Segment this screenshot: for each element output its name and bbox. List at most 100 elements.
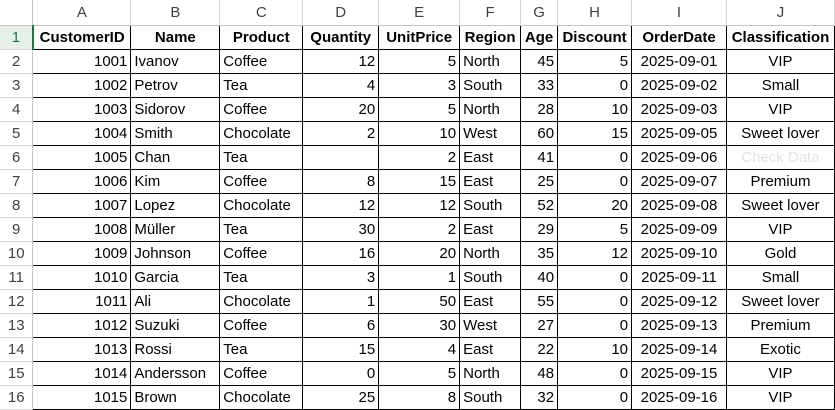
cell-g14[interactable]: 22 — [520, 336, 559, 362]
cell-a4[interactable]: 1003 — [32, 96, 132, 122]
header-cell-name[interactable]: Name — [130, 24, 221, 50]
cell-j8[interactable]: Sweet lover — [725, 192, 835, 218]
cell-j2[interactable]: VIP — [725, 48, 835, 74]
cell-a12[interactable]: 1011 — [32, 288, 132, 314]
cell-e15[interactable]: 5 — [378, 360, 461, 386]
cell-a11[interactable]: 1010 — [32, 264, 132, 290]
select-all-corner[interactable] — [0, 0, 34, 26]
cell-e10[interactable]: 20 — [378, 240, 461, 266]
cell-h8[interactable]: 20 — [557, 192, 633, 218]
cell-c13[interactable]: Coffee — [219, 312, 304, 338]
header-cell-customerid[interactable]: CustomerID — [32, 24, 132, 50]
cell-g5[interactable]: 60 — [520, 120, 559, 146]
cell-c6[interactable]: Tea — [219, 144, 304, 170]
cell-i2[interactable]: 2025-09-01 — [631, 48, 727, 74]
cell-f9[interactable]: East — [459, 216, 522, 242]
cell-c3[interactable]: Tea — [219, 72, 304, 98]
cell-j12[interactable]: Sweet lover — [725, 288, 835, 314]
cell-g7[interactable]: 25 — [520, 168, 559, 194]
row-header-12[interactable]: 12 — [0, 289, 34, 314]
cell-h2[interactable]: 5 — [557, 48, 633, 74]
cell-f6[interactable]: East — [459, 144, 522, 170]
cell-e13[interactable]: 30 — [378, 312, 461, 338]
column-header-b[interactable]: B — [130, 0, 221, 26]
cell-d5[interactable]: 2 — [302, 120, 380, 146]
cell-e4[interactable]: 5 — [378, 96, 461, 122]
cell-e11[interactable]: 1 — [378, 264, 461, 290]
column-header-e[interactable]: E — [378, 0, 461, 26]
row-header-2[interactable]: 2 — [0, 49, 34, 74]
cell-c14[interactable]: Tea — [219, 336, 304, 362]
cell-f16[interactable]: South — [459, 384, 522, 410]
cell-i10[interactable]: 2025-09-10 — [631, 240, 727, 266]
column-header-f[interactable]: F — [459, 0, 522, 26]
cell-h15[interactable]: 0 — [557, 360, 633, 386]
cell-j5[interactable]: Sweet lover — [725, 120, 835, 146]
cell-d12[interactable]: 1 — [302, 288, 380, 314]
row-header-7[interactable]: 7 — [0, 169, 34, 194]
cell-d10[interactable]: 16 — [302, 240, 380, 266]
column-header-d[interactable]: D — [302, 0, 380, 26]
header-cell-age[interactable]: Age — [520, 24, 559, 50]
cell-a16[interactable]: 1015 — [32, 384, 132, 410]
cell-j9[interactable]: VIP — [725, 216, 835, 242]
cell-f3[interactable]: South — [459, 72, 522, 98]
cell-h10[interactable]: 12 — [557, 240, 633, 266]
cell-e16[interactable]: 8 — [378, 384, 461, 410]
cell-g4[interactable]: 28 — [520, 96, 559, 122]
cell-c16[interactable]: Chocolate — [219, 384, 304, 410]
cell-e6[interactable]: 2 — [378, 144, 461, 170]
cell-c4[interactable]: Coffee — [219, 96, 304, 122]
cell-h16[interactable]: 0 — [557, 384, 633, 410]
cell-h13[interactable]: 0 — [557, 312, 633, 338]
cell-b6[interactable]: Chan — [130, 144, 221, 170]
cell-j4[interactable]: VIP — [725, 96, 835, 122]
cell-h3[interactable]: 0 — [557, 72, 633, 98]
cell-f14[interactable]: East — [459, 336, 522, 362]
cell-b10[interactable]: Johnson — [130, 240, 221, 266]
cell-f11[interactable]: South — [459, 264, 522, 290]
cell-c7[interactable]: Coffee — [219, 168, 304, 194]
cell-h11[interactable]: 0 — [557, 264, 633, 290]
cell-i15[interactable]: 2025-09-15 — [631, 360, 727, 386]
cell-h12[interactable]: 0 — [557, 288, 633, 314]
cell-i8[interactable]: 2025-09-08 — [631, 192, 727, 218]
header-cell-discount[interactable]: Discount — [557, 24, 633, 50]
cell-c8[interactable]: Chocolate — [219, 192, 304, 218]
cell-c10[interactable]: Coffee — [219, 240, 304, 266]
cell-e14[interactable]: 4 — [378, 336, 461, 362]
row-header-6[interactable]: 6 — [0, 145, 34, 170]
cell-i12[interactable]: 2025-09-12 — [631, 288, 727, 314]
cell-d15[interactable]: 0 — [302, 360, 380, 386]
cell-h14[interactable]: 10 — [557, 336, 633, 362]
cell-d6[interactable] — [302, 144, 380, 170]
cell-f5[interactable]: West — [459, 120, 522, 146]
cell-b3[interactable]: Petrov — [130, 72, 221, 98]
header-cell-classification[interactable]: Classification — [725, 24, 835, 50]
cell-i3[interactable]: 2025-09-02 — [631, 72, 727, 98]
cell-i9[interactable]: 2025-09-09 — [631, 216, 727, 242]
cell-b2[interactable]: Ivanov — [130, 48, 221, 74]
cell-j6[interactable]: Check Data — [725, 144, 835, 170]
cell-j11[interactable]: Small — [725, 264, 835, 290]
cell-j15[interactable]: VIP — [725, 360, 835, 386]
cell-f4[interactable]: North — [459, 96, 522, 122]
cell-h5[interactable]: 15 — [557, 120, 633, 146]
header-cell-quantity[interactable]: Quantity — [302, 24, 380, 50]
cell-c12[interactable]: Chocolate — [219, 288, 304, 314]
cell-g2[interactable]: 45 — [520, 48, 559, 74]
cell-e7[interactable]: 15 — [378, 168, 461, 194]
header-cell-unitprice[interactable]: UnitPrice — [378, 24, 461, 50]
column-header-g[interactable]: G — [520, 0, 559, 26]
cell-j7[interactable]: Premium — [725, 168, 835, 194]
cell-c9[interactable]: Tea — [219, 216, 304, 242]
column-header-j[interactable]: J — [726, 0, 835, 26]
row-header-9[interactable]: 9 — [0, 217, 34, 242]
cell-c15[interactable]: Coffee — [219, 360, 304, 386]
cell-a2[interactable]: 1001 — [32, 48, 132, 74]
cell-e3[interactable]: 3 — [378, 72, 461, 98]
cell-b15[interactable]: Andersson — [130, 360, 221, 386]
cell-i13[interactable]: 2025-09-13 — [631, 312, 727, 338]
cell-c11[interactable]: Tea — [219, 264, 304, 290]
cell-e2[interactable]: 5 — [378, 48, 461, 74]
